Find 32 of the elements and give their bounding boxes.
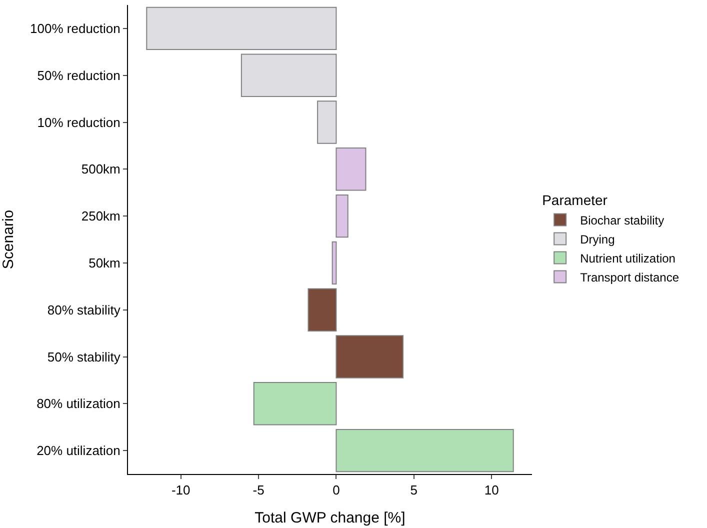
x-tick-label: 10	[484, 482, 499, 498]
y-tick-label: 20% utilization	[36, 443, 120, 458]
legend-title: Parameter	[542, 192, 608, 208]
x-axis-title: Total GWP change [%]	[254, 510, 406, 527]
legend-label: Nutrient utilization	[580, 251, 676, 266]
bar	[336, 428, 514, 472]
y-tick-label: 500km	[81, 162, 120, 177]
y-axis-title: Scenario	[0, 210, 17, 270]
y-tick-label: 80% stability	[47, 302, 121, 318]
legend-label: Drying	[580, 232, 615, 246]
x-tick-label: -10	[171, 482, 190, 498]
y-tick-label: 50% stability	[47, 349, 121, 364]
bar	[332, 241, 337, 285]
y-tick-label: 10% reduction	[37, 114, 120, 130]
bar	[336, 194, 348, 238]
bar	[253, 382, 337, 426]
bar	[146, 6, 337, 50]
y-tick-label: 100% reduction	[30, 21, 120, 36]
x-tick-label: 0	[332, 482, 340, 498]
y-tick-label: 80% utilization	[36, 396, 120, 412]
y-tick-label: 50km	[88, 256, 120, 270]
legend-label: Biochar stability	[580, 213, 664, 228]
bar	[240, 54, 337, 97]
bar	[317, 100, 337, 144]
y-tick-label: 50% reduction	[37, 68, 120, 83]
legend-label: Transport distance	[580, 270, 680, 284]
x-tick-label: 5	[410, 482, 418, 498]
x-tick-label: -5	[252, 482, 264, 498]
y-tick-label: 250km	[81, 208, 120, 224]
bar	[336, 148, 366, 191]
bar	[336, 335, 404, 378]
bar	[308, 288, 337, 332]
